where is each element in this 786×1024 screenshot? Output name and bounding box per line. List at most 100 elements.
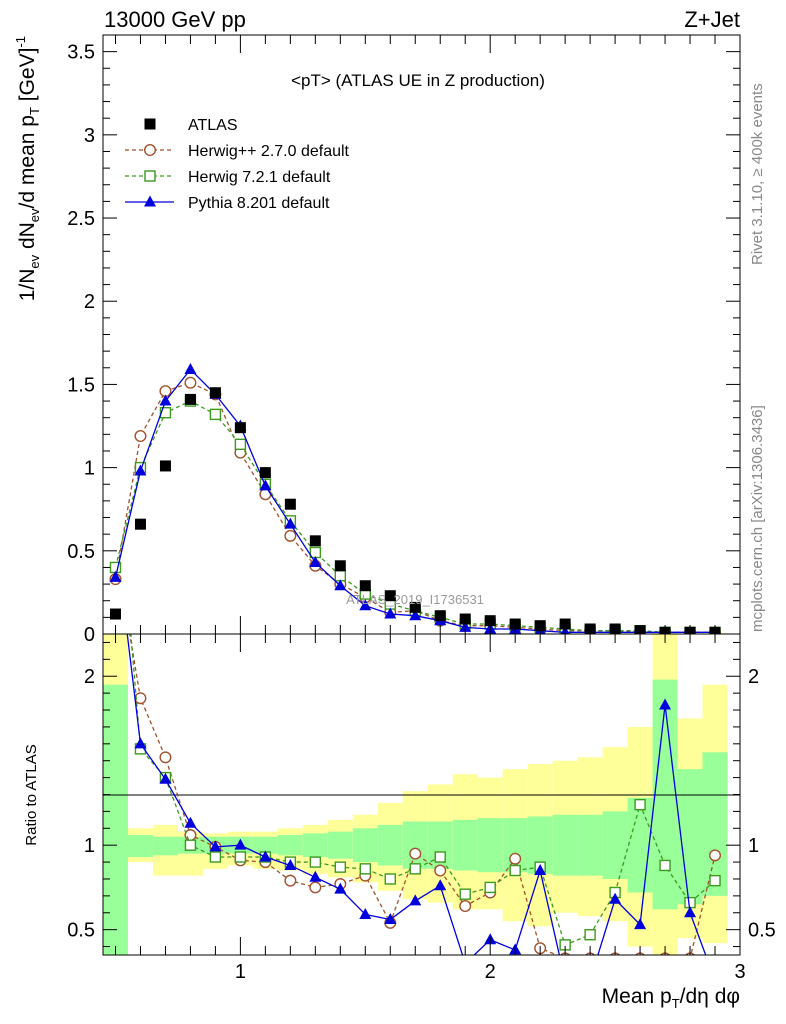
ratio-data-point	[159, 751, 172, 764]
data-point	[434, 610, 446, 622]
watermark-label: ATLAS_2019_I1736531	[346, 592, 484, 607]
y-tick-label: 2.5	[67, 208, 95, 230]
x-tick-label: 3	[734, 961, 745, 983]
ratio-y-tick-label-right: 0.5	[748, 920, 776, 942]
y-tick-label: 0.5	[67, 541, 95, 563]
ratio-data-point	[184, 839, 197, 851]
x-tick-label: 1	[235, 961, 246, 983]
ratio-data-point	[434, 864, 447, 877]
y-tick-label: 2	[84, 291, 95, 313]
data-point	[259, 479, 272, 491]
ratio-data-point	[359, 907, 372, 919]
ratio-data-point	[234, 851, 247, 863]
data-point	[234, 422, 246, 434]
y-tick-label: 3.5	[67, 42, 95, 64]
data-point	[334, 579, 347, 591]
uncertainty-band-inner	[477, 818, 503, 873]
ratio-data-point	[509, 852, 522, 865]
legend-label: Herwig++ 2.7.0 default	[188, 143, 350, 160]
data-point	[309, 555, 322, 567]
x-tick-label: 2	[485, 961, 496, 983]
ratio-data-point	[359, 863, 371, 875]
uncertainty-band-inner	[402, 821, 428, 869]
uncertainty-band-inner	[352, 828, 378, 863]
data-point	[309, 535, 321, 547]
ratio-data-point	[709, 849, 722, 862]
legend: ATLAS Herwig++ 2.7.0 default Herwig 7.2.1 …	[125, 117, 350, 212]
data-point	[284, 517, 297, 529]
uncertainty-band-inner	[277, 835, 303, 856]
data-point	[409, 609, 422, 621]
data-point	[509, 618, 521, 630]
ratio-data-point	[659, 859, 671, 872]
ratio-data-point	[659, 698, 672, 710]
ratio-data-point	[459, 900, 472, 913]
data-point	[234, 438, 247, 451]
ratio-data-point	[409, 847, 422, 860]
y-axis-title-ratio: Ratio to ATLAS	[23, 744, 40, 845]
ratio-data-point	[159, 772, 172, 784]
plot-title: <pT> (ATLAS UE in Z production)	[291, 71, 545, 90]
ratio-y-tick-label: 0.5	[67, 920, 95, 942]
uncertainty-band-inner	[602, 811, 628, 879]
legend-marker	[143, 143, 156, 156]
legend-label: ATLAS	[188, 117, 238, 134]
data-point	[209, 408, 222, 421]
ratio-data-point	[384, 913, 397, 925]
legend-marker	[144, 195, 156, 207]
data-point	[384, 607, 397, 619]
legend-marker	[144, 170, 156, 182]
data-point	[459, 613, 471, 625]
main-plot-panel: 0 0.5 1 1.5 2 2.5 3 3.5 <pT> (ATLAS UE in Z pro…	[13, 34, 741, 646]
uncertainty-band-inner	[127, 835, 153, 858]
data-point	[409, 601, 421, 613]
ratio-data-point	[109, 530, 121, 541]
ratio-data-point	[484, 881, 496, 894]
ratio-data-point	[709, 874, 721, 887]
ratio-data-point	[110, 447, 120, 457]
uncertainty-band-inner	[452, 819, 478, 871]
y-tick-label: 1.5	[67, 374, 95, 396]
data-point	[134, 429, 147, 442]
ratio-data-point	[609, 892, 622, 904]
y-tick-label: 0	[84, 624, 95, 646]
uncertainty-band-inner	[152, 836, 178, 856]
mcplots-label: mcplots.cern.ch [arXiv:1306.3436]	[749, 405, 766, 632]
ratio-data-point	[684, 906, 697, 918]
data-point	[259, 467, 271, 479]
ratio-data-point	[259, 850, 272, 862]
ratio-y-tick-label-right: 2	[748, 666, 759, 688]
uncertainty-band-inner	[302, 833, 328, 858]
y-axis-title-top: 1/Nev dNev/d mean pT [GeV]-1	[13, 36, 42, 301]
ratio-data-point	[209, 851, 222, 863]
ratio-data-point	[709, 974, 721, 985]
data-point	[159, 394, 172, 406]
header-energy-label: 13000 GeV pp	[104, 7, 246, 32]
data-point	[159, 407, 172, 419]
ratio-data-point	[459, 888, 471, 900]
ratio-data-point	[584, 929, 596, 941]
data-point	[134, 518, 146, 530]
ratio-data-point	[134, 737, 147, 749]
ratio-data-point	[584, 974, 596, 985]
data-point	[159, 460, 171, 472]
data-point	[184, 376, 197, 389]
uncertainty-band-inner	[252, 836, 278, 854]
ratio-data-point	[384, 873, 396, 885]
ratio-data-point	[509, 864, 521, 877]
ratio-data-point	[184, 816, 197, 828]
x-axis-title: Mean pT/dη dφ	[602, 985, 740, 1011]
ratio-data-point	[234, 838, 247, 850]
data-point	[284, 529, 297, 542]
header-process-label: Z+Jet	[684, 7, 740, 32]
ratio-data-point	[634, 798, 646, 811]
y-tick-label: 1	[84, 458, 95, 480]
data-point	[134, 464, 147, 476]
data-point	[559, 618, 571, 630]
ratio-data-point	[684, 896, 696, 909]
data-point	[384, 590, 396, 602]
ratio-data-point	[434, 851, 446, 863]
legend-label: Pythia 8.201 default	[188, 195, 330, 212]
uncertainty-band-inner	[377, 824, 403, 866]
rivet-version-label: Rivet 3.1.10, ≥ 400k events	[749, 83, 766, 265]
